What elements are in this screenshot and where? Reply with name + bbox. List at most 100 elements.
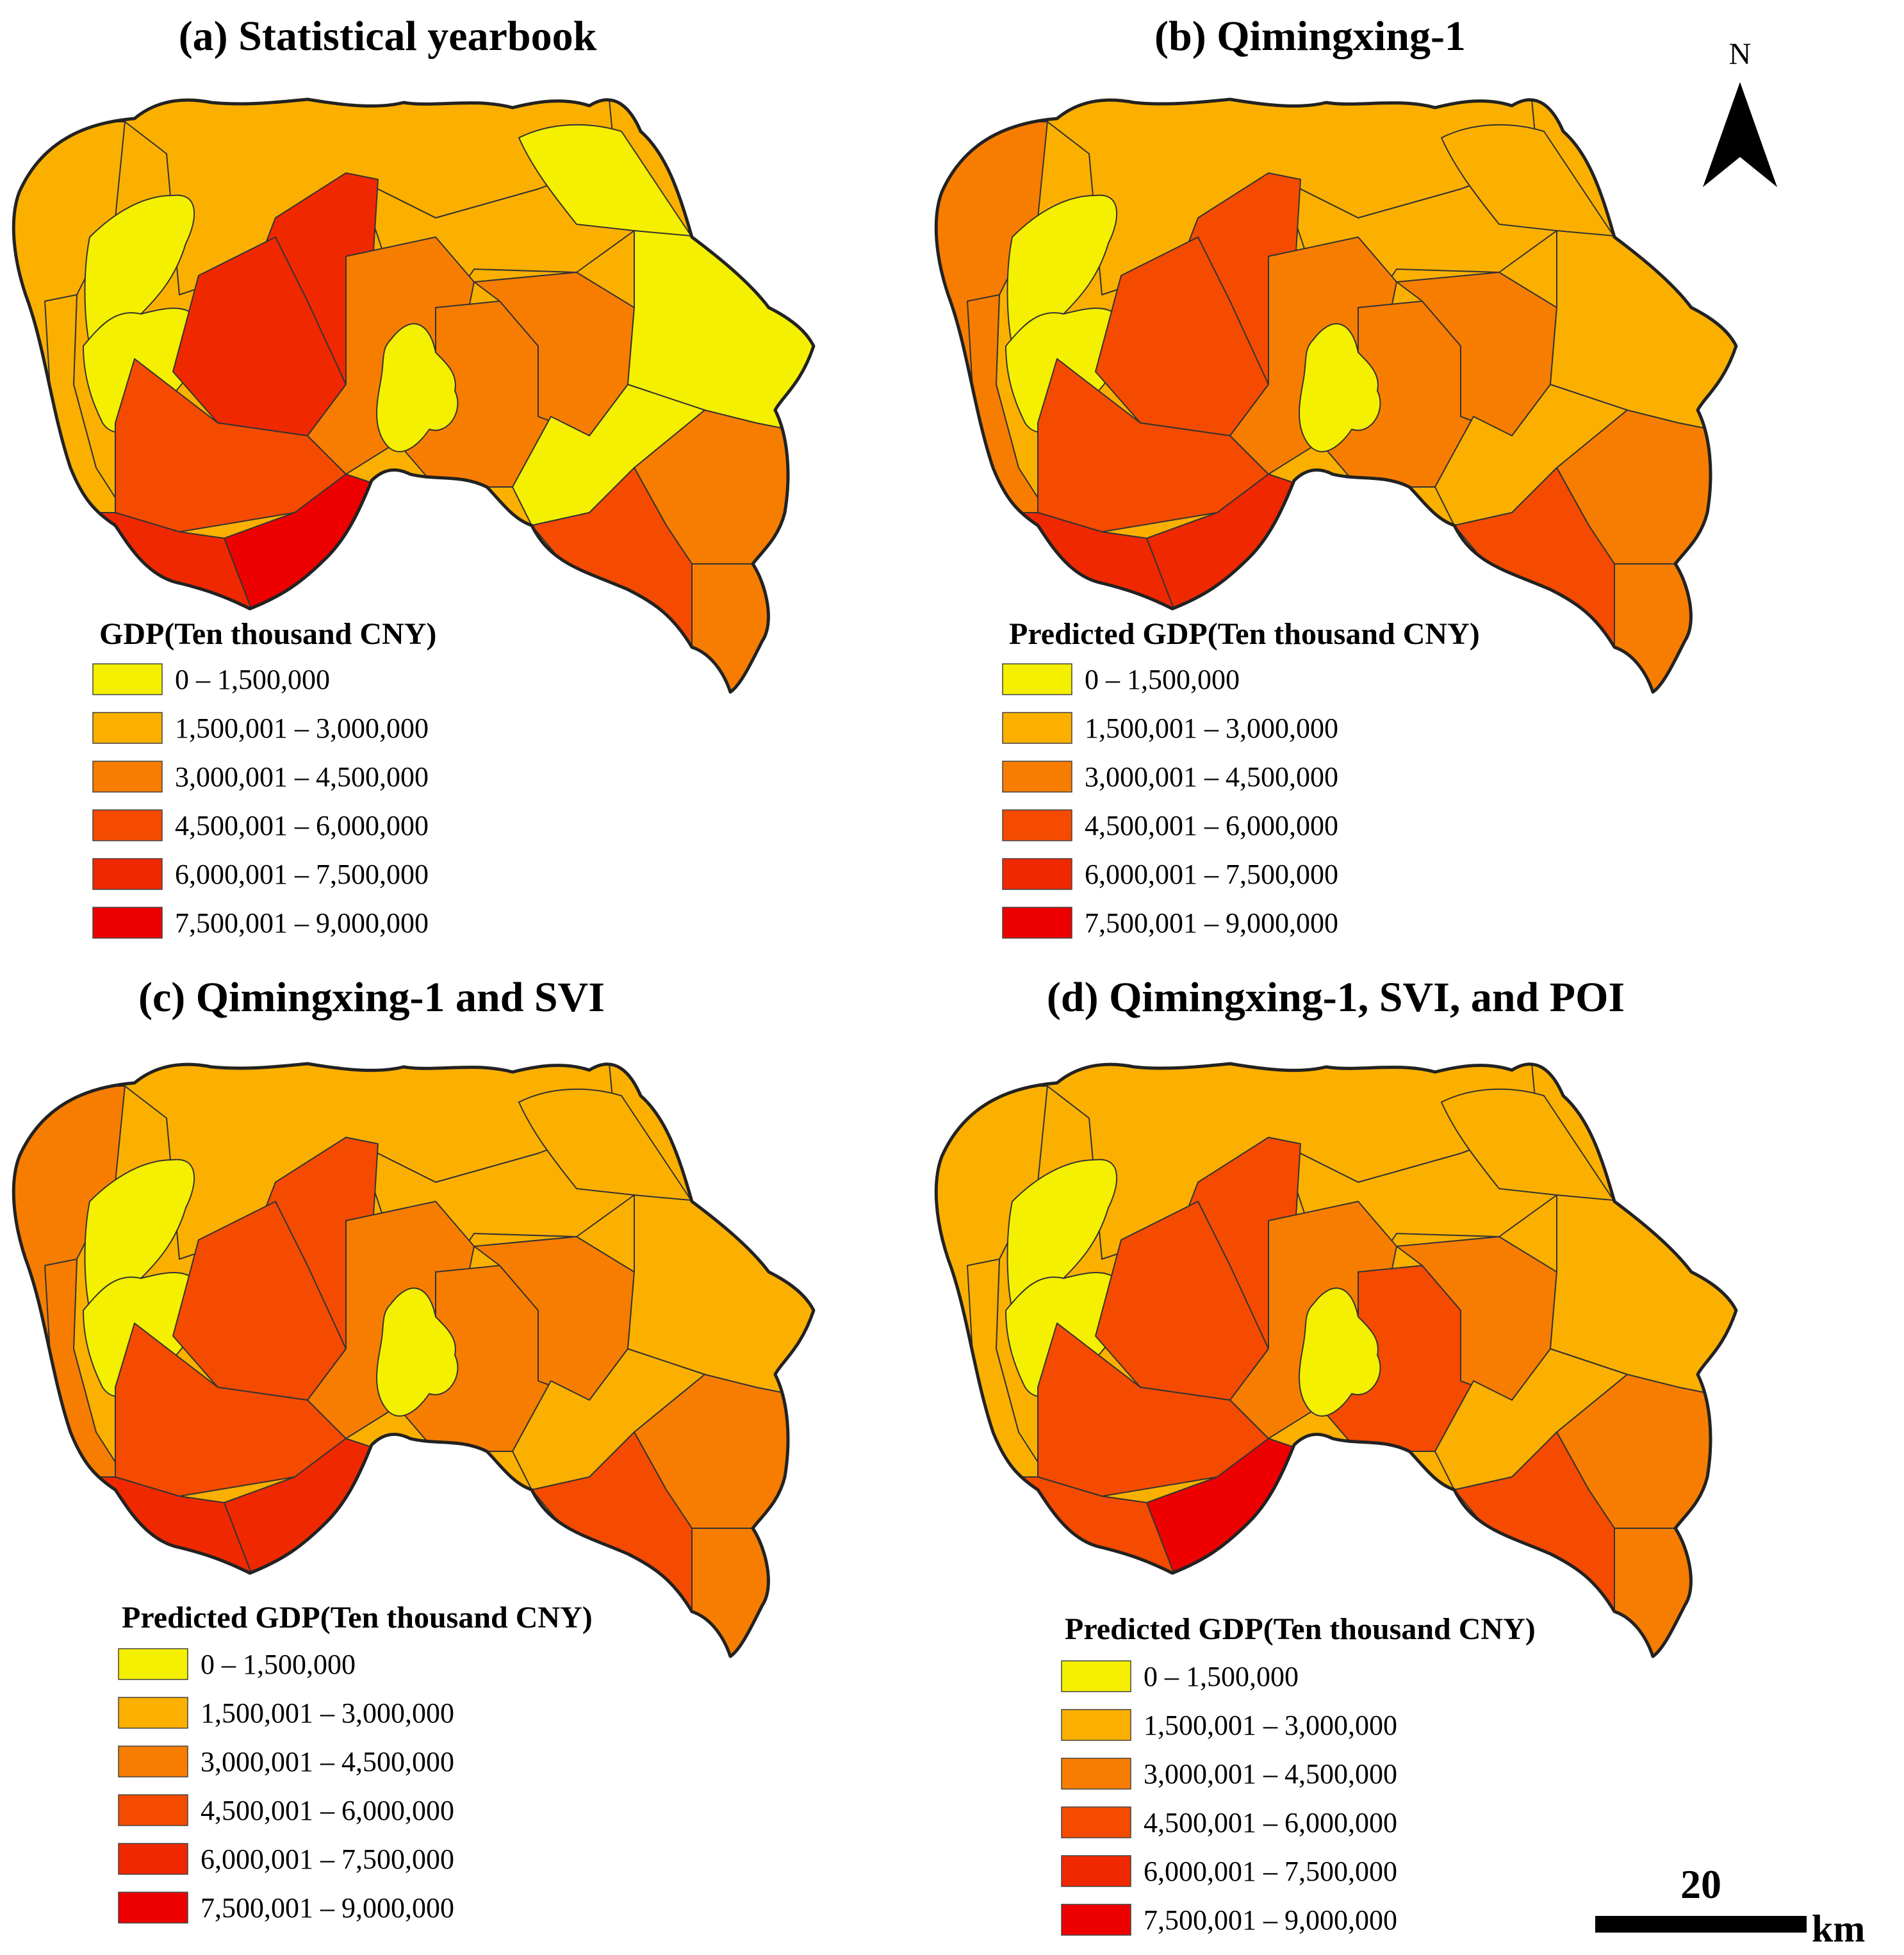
scale-bar: 20 km bbox=[1595, 1861, 1865, 1950]
panel-c: (c) Qimingxing-1 and SVI Predicted GDP(T… bbox=[12, 974, 816, 1924]
legend-swatch bbox=[92, 712, 163, 744]
legend-label: 3,000,001 – 4,500,000 bbox=[201, 1746, 454, 1778]
choropleth-map bbox=[934, 1062, 1738, 1658]
legend-label: 6,000,001 – 7,500,000 bbox=[175, 859, 429, 890]
legend-item: 0 – 1,500,000 bbox=[1002, 663, 1240, 695]
north-arrow-label: N bbox=[1729, 37, 1752, 71]
legend-swatch bbox=[92, 809, 163, 841]
legend-swatch bbox=[1002, 761, 1072, 793]
legend-swatch bbox=[1061, 1660, 1131, 1692]
choropleth-map bbox=[12, 97, 816, 694]
legend-item: 0 – 1,500,000 bbox=[1061, 1660, 1299, 1692]
study-area-outline bbox=[12, 97, 816, 694]
legend-item: 4,500,001 – 6,000,000 bbox=[1061, 1806, 1397, 1838]
region-layer bbox=[936, 1064, 1737, 1656]
region-lake bbox=[1299, 1287, 1381, 1417]
legend-title: Predicted GDP(Ten thousand CNY) bbox=[1009, 617, 1480, 651]
legend-item: 3,000,001 – 4,500,000 bbox=[1002, 761, 1338, 793]
legend-label: 3,000,001 – 4,500,000 bbox=[175, 761, 429, 793]
legend-label: 7,500,001 – 9,000,000 bbox=[1144, 1904, 1397, 1936]
legend-label: 1,500,001 – 3,000,000 bbox=[1085, 713, 1338, 744]
legend-label: 7,500,001 – 9,000,000 bbox=[201, 1892, 454, 1924]
region-forest-1 bbox=[84, 194, 195, 351]
legend-item: 6,000,001 – 7,500,000 bbox=[1061, 1855, 1397, 1887]
legend-label: 6,000,001 – 7,500,000 bbox=[1144, 1856, 1397, 1887]
legend-label: 0 – 1,500,000 bbox=[175, 664, 330, 695]
legend-title: Predicted GDP(Ten thousand CNY) bbox=[122, 1601, 593, 1635]
choropleth-map bbox=[934, 97, 1738, 694]
legend-item: 7,500,001 – 9,000,000 bbox=[118, 1892, 454, 1924]
panel-title: (d) Qimingxing-1, SVI, and POI bbox=[1047, 974, 1625, 1021]
study-area-outline bbox=[934, 97, 1738, 694]
legend-label: 7,500,001 – 9,000,000 bbox=[1085, 907, 1338, 939]
region-forest-1 bbox=[84, 1159, 195, 1316]
legend-label: 3,000,001 – 4,500,000 bbox=[1144, 1758, 1397, 1790]
legend-item: 6,000,001 – 7,500,000 bbox=[118, 1843, 454, 1875]
legend-swatch bbox=[92, 907, 163, 939]
legend-title: Predicted GDP(Ten thousand CNY) bbox=[1065, 1612, 1536, 1646]
legend-item: 1,500,001 – 3,000,000 bbox=[1061, 1709, 1397, 1741]
legend: 0 – 1,500,000 1,500,001 – 3,000,000 3,000,… bbox=[1061, 1660, 1397, 1936]
region-layer bbox=[936, 99, 1737, 692]
legend-item: 4,500,001 – 6,000,000 bbox=[92, 809, 429, 841]
legend-label: 6,000,001 – 7,500,000 bbox=[201, 1844, 454, 1875]
legend-item: 0 – 1,500,000 bbox=[118, 1648, 356, 1680]
legend-swatch bbox=[118, 1794, 188, 1826]
legend-item: 0 – 1,500,000 bbox=[92, 663, 330, 695]
legend-label: 6,000,001 – 7,500,000 bbox=[1085, 859, 1338, 890]
legend: 0 – 1,500,000 1,500,001 – 3,000,000 3,000,… bbox=[118, 1648, 454, 1924]
legend-swatch bbox=[118, 1892, 188, 1924]
legend: 0 – 1,500,000 1,500,001 – 3,000,000 3,000,… bbox=[1002, 663, 1338, 939]
legend-item: 4,500,001 – 6,000,000 bbox=[118, 1794, 454, 1826]
legend-label: 7,500,001 – 9,000,000 bbox=[175, 907, 429, 939]
legend-title: GDP(Ten thousand CNY) bbox=[99, 617, 436, 651]
legend-swatch bbox=[1061, 1758, 1131, 1790]
legend-swatch bbox=[1002, 712, 1072, 744]
legend-item: 6,000,001 – 7,500,000 bbox=[1002, 858, 1338, 890]
legend-swatch bbox=[1061, 1855, 1131, 1887]
region-lake bbox=[1299, 323, 1381, 452]
legend-label: 4,500,001 – 6,000,000 bbox=[1085, 810, 1338, 841]
legend-item: 7,500,001 – 9,000,000 bbox=[1061, 1904, 1397, 1936]
legend-item: 1,500,001 – 3,000,000 bbox=[118, 1697, 454, 1729]
panel-title: (c) Qimingxing-1 and SVI bbox=[138, 974, 605, 1021]
legend-label: 4,500,001 – 6,000,000 bbox=[201, 1795, 454, 1826]
legend-label: 3,000,001 – 4,500,000 bbox=[1085, 761, 1338, 793]
legend-swatch bbox=[118, 1745, 188, 1778]
legend-swatch bbox=[118, 1648, 188, 1680]
legend-swatch bbox=[1061, 1904, 1131, 1936]
panel-d: (d) Qimingxing-1, SVI, and POI Predicted… bbox=[934, 974, 1738, 1936]
scale-bar-distance: 20 bbox=[1680, 1861, 1721, 1907]
legend-item: 3,000,001 – 4,500,000 bbox=[92, 761, 429, 793]
legend-item: 7,500,001 – 9,000,000 bbox=[92, 907, 429, 939]
legend-swatch bbox=[1061, 1709, 1131, 1741]
legend-label: 1,500,001 – 3,000,000 bbox=[1144, 1710, 1397, 1741]
choropleth-map bbox=[12, 1062, 816, 1658]
study-area-outline bbox=[12, 1062, 816, 1658]
legend-swatch bbox=[92, 858, 163, 890]
legend-swatch bbox=[92, 663, 163, 695]
region-layer bbox=[13, 99, 814, 692]
panel-title: (a) Statistical yearbook bbox=[179, 13, 597, 60]
legend-swatch bbox=[1061, 1806, 1131, 1838]
legend-item: 3,000,001 – 4,500,000 bbox=[118, 1745, 454, 1778]
region-forest-1 bbox=[1006, 194, 1118, 351]
legend-label: 4,500,001 – 6,000,000 bbox=[175, 810, 429, 841]
legend-label: 0 – 1,500,000 bbox=[201, 1649, 356, 1680]
legend-item: 6,000,001 – 7,500,000 bbox=[92, 858, 429, 890]
legend: 0 – 1,500,000 1,500,001 – 3,000,000 3,000,… bbox=[92, 663, 429, 939]
legend-label: 1,500,001 – 3,000,000 bbox=[201, 1697, 454, 1729]
legend-label: 0 – 1,500,000 bbox=[1085, 664, 1240, 695]
legend-swatch bbox=[118, 1697, 188, 1729]
legend-item: 4,500,001 – 6,000,000 bbox=[1002, 809, 1338, 841]
legend-swatch bbox=[118, 1843, 188, 1875]
scale-bar-unit: km bbox=[1812, 1908, 1865, 1950]
panel-b: (b) Qimingxing-1 Predicted GDP(Ten thous… bbox=[934, 13, 1738, 939]
region-forest-1 bbox=[1006, 1159, 1118, 1316]
north-arrow-icon bbox=[1703, 82, 1777, 187]
study-area-outline bbox=[934, 1062, 1738, 1658]
panel-a: (a) Statistical yearbook GDP(Ten thousan… bbox=[12, 13, 816, 939]
north-arrow: N bbox=[1703, 37, 1777, 187]
legend-item: 3,000,001 – 4,500,000 bbox=[1061, 1758, 1397, 1790]
